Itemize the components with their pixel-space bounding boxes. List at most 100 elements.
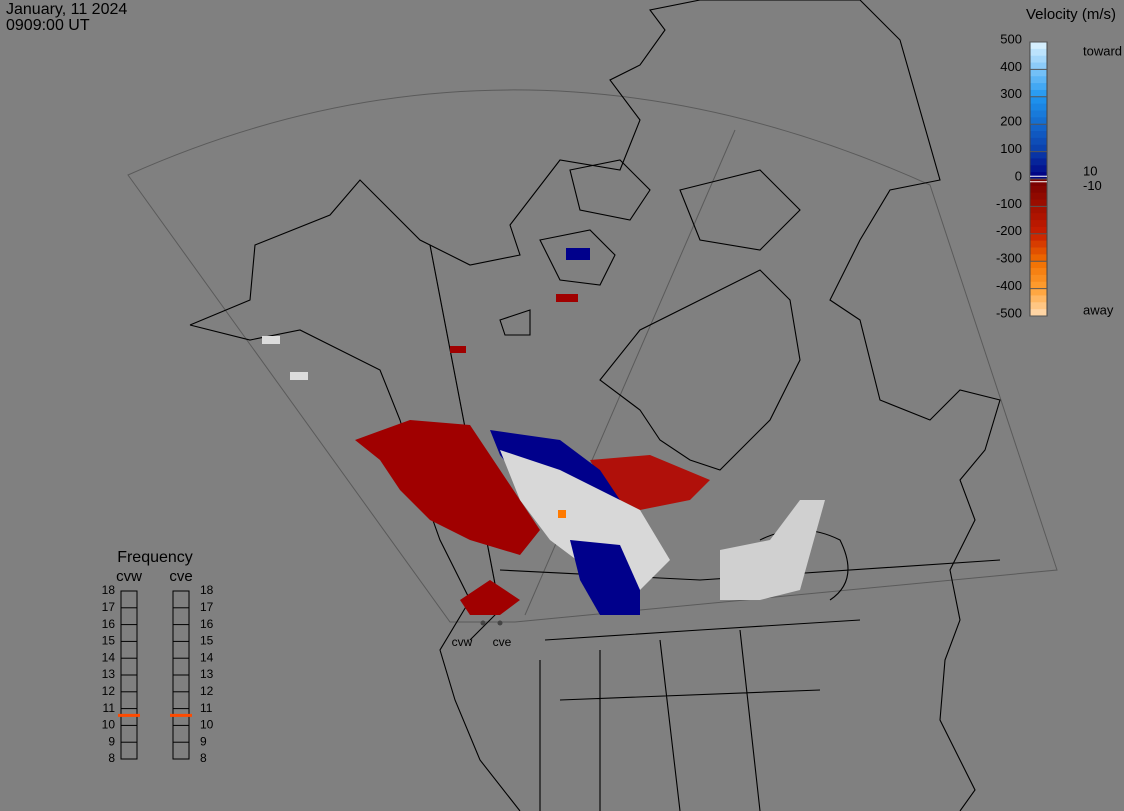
backscatter: [262, 336, 280, 344]
radar-label: cve: [493, 635, 512, 649]
gauge-tick-label: 15: [200, 634, 214, 648]
colorbar-segment: [1030, 254, 1047, 262]
gauge-tick-label: 8: [200, 751, 207, 765]
colorbar-segment: [1030, 233, 1047, 242]
colorbar-segment: [1030, 89, 1047, 98]
gauge-tick-label: 15: [102, 634, 116, 648]
backscatter: [355, 420, 540, 555]
gauge-tick-label: 10: [102, 718, 116, 732]
colorbar-tick-label: -300: [996, 251, 1022, 266]
backscatter: [558, 510, 566, 518]
backscatter: [460, 580, 520, 615]
colorbar-segment: [1030, 69, 1047, 77]
colorbar-segment: [1030, 48, 1047, 57]
frequency-title: Frequency: [117, 549, 193, 566]
time: 0909:00 UT: [6, 17, 90, 34]
colorbar-segment: [1030, 274, 1047, 283]
velocity-title: Velocity (m/s): [1026, 6, 1116, 23]
colorbar-segment: [1030, 144, 1047, 153]
radar-name: cvw: [116, 568, 142, 585]
gauge-tick-label: 16: [200, 617, 214, 631]
backscatter: [720, 500, 825, 600]
colorbar-segment: [1030, 206, 1047, 214]
colorbar-tick-label: 500: [1000, 31, 1022, 46]
arctic-islands: [499, 159, 801, 336]
colorbar-segment: [1030, 309, 1047, 317]
date: January, 11 2024: [6, 1, 127, 18]
colorbar-segment: [1030, 103, 1047, 111]
colorbar-tick-label: -10: [1083, 178, 1102, 193]
colorbar-segment: [1030, 76, 1047, 84]
backscatter: [566, 248, 590, 260]
colorbar-segment: [1030, 288, 1047, 296]
colorbar-segment: [1030, 165, 1047, 173]
backscatter: [590, 455, 710, 510]
gauge-tick-label: 17: [200, 600, 214, 614]
colorbar-segment: [1030, 96, 1047, 105]
colorbar-segment: [1030, 117, 1047, 125]
colorbar-segment: [1030, 261, 1047, 269]
backscatter: [450, 346, 466, 353]
radar-label: cvw: [452, 635, 473, 649]
colorbar-tick-label: 200: [1000, 114, 1022, 129]
hudson-bay: [599, 269, 801, 471]
gauge-tick-label: 16: [102, 617, 116, 631]
colorbar-tick-label: -400: [996, 278, 1022, 293]
colorbar-segment: [1030, 151, 1047, 159]
colorbar-segment: [1030, 240, 1047, 248]
colorbar-segment: [1030, 110, 1047, 118]
colorbar-segment: [1030, 55, 1047, 64]
gauge-tick-label: 17: [102, 600, 116, 614]
gauge-tick-label: 9: [108, 734, 115, 748]
colorbar-segment: [1030, 185, 1047, 194]
colorbar-tick-label: 100: [1000, 141, 1022, 156]
colorbar-segment: [1030, 199, 1047, 207]
gauge-tick-label: 9: [200, 734, 207, 748]
gauge-tick-label: 12: [102, 684, 116, 698]
colorbar-segment: [1030, 124, 1047, 132]
gauge-tick-label: 14: [200, 650, 214, 664]
colorbar-tick-label: -500: [996, 305, 1022, 320]
colorbar-segment: [1030, 213, 1047, 221]
colorbar-end-label: toward: [1083, 43, 1122, 58]
backscatter: [570, 540, 640, 615]
colorbar-segment: [1030, 226, 1047, 235]
colorbar-segment: [1030, 268, 1047, 276]
colorbar-tick-label: -200: [996, 223, 1022, 238]
backscatter: [556, 294, 578, 302]
colorbar-end-label: away: [1083, 302, 1114, 317]
backscatter: [500, 450, 670, 590]
radar-site: [497, 620, 503, 626]
radar-name: cve: [169, 568, 192, 585]
colorbar-segment: [1030, 295, 1047, 303]
gauge-tick-label: 13: [102, 667, 116, 681]
colorbar-segment: [1030, 281, 1047, 290]
colorbar-segment: [1030, 247, 1047, 255]
gauge-tick-label: 12: [200, 684, 214, 698]
coastline: [189, 0, 1001, 811]
gauge-tick-label: 13: [200, 667, 214, 681]
gauge-tick-label: 11: [103, 701, 116, 715]
colorbar-segment: [1030, 192, 1047, 201]
colorbar-tick-label: -100: [996, 196, 1022, 211]
colorbar-segment: [1030, 158, 1047, 166]
backscatter: [290, 372, 308, 380]
colorbar-tick-label: 300: [1000, 86, 1022, 101]
gauge-tick-label: 18: [200, 583, 214, 597]
colorbar-segment: [1030, 179, 1047, 187]
gauge-tick-label: 18: [102, 583, 116, 597]
colorbar-segment: [1030, 137, 1047, 146]
gauge-tick-label: 11: [200, 701, 213, 715]
colorbar-tick-label: 10: [1083, 164, 1097, 179]
colorbar-segment: [1030, 131, 1047, 139]
colorbar-segment: [1030, 42, 1047, 50]
colorbar-segment: [1030, 83, 1047, 91]
colorbar-tick-label: 0: [1015, 168, 1022, 183]
colorbar-segment: [1030, 302, 1047, 310]
radar-site: [480, 620, 486, 626]
colorbar-tick-label: 400: [1000, 59, 1022, 74]
gauge-tick-label: 10: [200, 718, 214, 732]
dynamic-layer: 5004003002001000-100-200-300-400-50010-1…: [102, 31, 1122, 765]
